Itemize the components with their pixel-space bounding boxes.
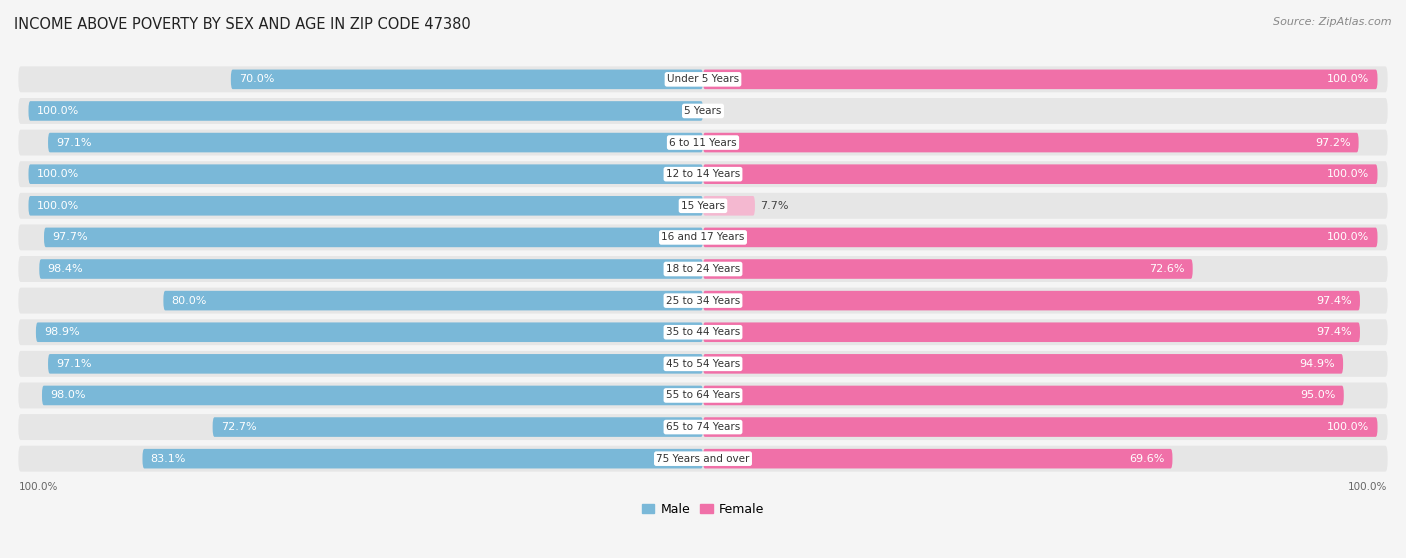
FancyBboxPatch shape xyxy=(18,288,1388,314)
FancyBboxPatch shape xyxy=(703,323,1360,342)
Text: 100.0%: 100.0% xyxy=(1327,422,1369,432)
FancyBboxPatch shape xyxy=(163,291,703,310)
Text: 97.4%: 97.4% xyxy=(1316,327,1353,337)
FancyBboxPatch shape xyxy=(703,228,1378,247)
Text: INCOME ABOVE POVERTY BY SEX AND AGE IN ZIP CODE 47380: INCOME ABOVE POVERTY BY SEX AND AGE IN Z… xyxy=(14,17,471,32)
Text: 80.0%: 80.0% xyxy=(172,296,207,306)
FancyBboxPatch shape xyxy=(18,256,1388,282)
Text: Source: ZipAtlas.com: Source: ZipAtlas.com xyxy=(1274,17,1392,27)
Text: 45 to 54 Years: 45 to 54 Years xyxy=(666,359,740,369)
Text: 100.0%: 100.0% xyxy=(37,201,79,211)
Text: 100.0%: 100.0% xyxy=(1327,232,1369,242)
Text: 55 to 64 Years: 55 to 64 Years xyxy=(666,391,740,401)
Text: 25 to 34 Years: 25 to 34 Years xyxy=(666,296,740,306)
Text: 97.2%: 97.2% xyxy=(1315,138,1351,147)
Text: 100.0%: 100.0% xyxy=(1327,74,1369,84)
Text: 6 to 11 Years: 6 to 11 Years xyxy=(669,138,737,147)
FancyBboxPatch shape xyxy=(42,386,703,405)
Text: 15 Years: 15 Years xyxy=(681,201,725,211)
FancyBboxPatch shape xyxy=(28,165,703,184)
Text: 7.7%: 7.7% xyxy=(761,201,789,211)
FancyBboxPatch shape xyxy=(18,414,1388,440)
FancyBboxPatch shape xyxy=(703,386,1344,405)
FancyBboxPatch shape xyxy=(703,165,1378,184)
Text: 5 Years: 5 Years xyxy=(685,106,721,116)
FancyBboxPatch shape xyxy=(37,323,703,342)
Text: 65 to 74 Years: 65 to 74 Years xyxy=(666,422,740,432)
Text: 72.7%: 72.7% xyxy=(221,422,256,432)
Text: 95.0%: 95.0% xyxy=(1301,391,1336,401)
FancyBboxPatch shape xyxy=(18,446,1388,472)
Text: 83.1%: 83.1% xyxy=(150,454,186,464)
FancyBboxPatch shape xyxy=(18,66,1388,92)
FancyBboxPatch shape xyxy=(703,196,755,215)
Text: 16 and 17 Years: 16 and 17 Years xyxy=(661,232,745,242)
FancyBboxPatch shape xyxy=(18,98,1388,124)
FancyBboxPatch shape xyxy=(39,259,703,279)
Text: 35 to 44 Years: 35 to 44 Years xyxy=(666,327,740,337)
Text: 97.4%: 97.4% xyxy=(1316,296,1353,306)
FancyBboxPatch shape xyxy=(231,70,703,89)
Text: 98.4%: 98.4% xyxy=(48,264,83,274)
FancyBboxPatch shape xyxy=(703,354,1343,374)
Legend: Male, Female: Male, Female xyxy=(637,498,769,521)
FancyBboxPatch shape xyxy=(18,193,1388,219)
FancyBboxPatch shape xyxy=(142,449,703,469)
Text: 18 to 24 Years: 18 to 24 Years xyxy=(666,264,740,274)
Text: 98.9%: 98.9% xyxy=(44,327,80,337)
FancyBboxPatch shape xyxy=(48,354,703,374)
FancyBboxPatch shape xyxy=(28,196,703,215)
Text: 98.0%: 98.0% xyxy=(51,391,86,401)
Text: 69.6%: 69.6% xyxy=(1129,454,1164,464)
Text: 100.0%: 100.0% xyxy=(37,106,79,116)
FancyBboxPatch shape xyxy=(703,449,1173,469)
Text: 72.6%: 72.6% xyxy=(1149,264,1185,274)
FancyBboxPatch shape xyxy=(18,224,1388,251)
Text: 100.0%: 100.0% xyxy=(1348,482,1388,492)
FancyBboxPatch shape xyxy=(44,228,703,247)
Text: 94.9%: 94.9% xyxy=(1299,359,1336,369)
Text: 97.1%: 97.1% xyxy=(56,138,91,147)
FancyBboxPatch shape xyxy=(703,70,1378,89)
Text: 75 Years and over: 75 Years and over xyxy=(657,454,749,464)
Text: 97.7%: 97.7% xyxy=(52,232,87,242)
Text: 97.1%: 97.1% xyxy=(56,359,91,369)
Text: 70.0%: 70.0% xyxy=(239,74,274,84)
FancyBboxPatch shape xyxy=(703,417,1378,437)
Text: Under 5 Years: Under 5 Years xyxy=(666,74,740,84)
FancyBboxPatch shape xyxy=(18,382,1388,408)
FancyBboxPatch shape xyxy=(48,133,703,152)
FancyBboxPatch shape xyxy=(18,129,1388,156)
FancyBboxPatch shape xyxy=(703,291,1360,310)
FancyBboxPatch shape xyxy=(18,161,1388,187)
FancyBboxPatch shape xyxy=(18,319,1388,345)
Text: 12 to 14 Years: 12 to 14 Years xyxy=(666,169,740,179)
Text: 100.0%: 100.0% xyxy=(1327,169,1369,179)
Text: 100.0%: 100.0% xyxy=(37,169,79,179)
Text: 100.0%: 100.0% xyxy=(18,482,58,492)
FancyBboxPatch shape xyxy=(703,259,1192,279)
FancyBboxPatch shape xyxy=(28,101,703,121)
FancyBboxPatch shape xyxy=(703,133,1358,152)
FancyBboxPatch shape xyxy=(212,417,703,437)
FancyBboxPatch shape xyxy=(18,351,1388,377)
